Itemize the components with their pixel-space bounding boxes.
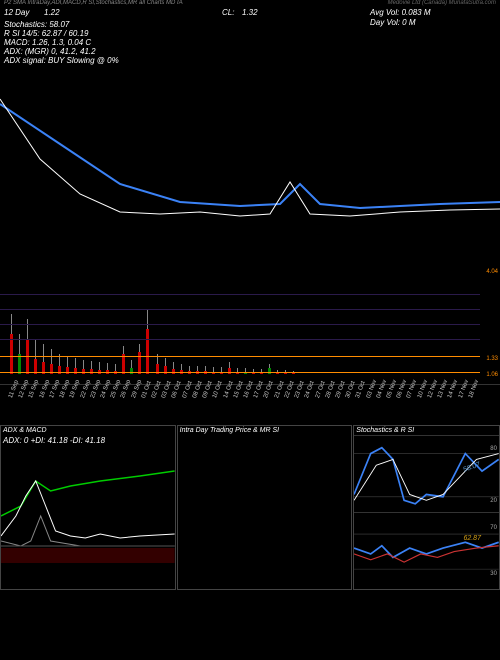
y-tick: 1.33 <box>486 356 498 362</box>
y-tick: 4.04 <box>486 269 498 275</box>
day-vol: Day Vol: 0 M <box>370 18 416 27</box>
stoch-title: Stochastics & R SI <box>354 426 499 435</box>
stoch-tick-80: 80 <box>490 446 497 452</box>
indicator-list: P2 SMA IntraDay,ADI,MACD,R SI,Stochastic… <box>4 0 183 6</box>
rsi-subpanel: 70 30 62.87 <box>354 512 499 589</box>
intraday-panel[interactable]: Intra Day Trading Price & MR SI <box>177 425 353 590</box>
adx-macd-panel[interactable]: ADX & MACD ADX: 0 +DI: 41.18 -DI: 41.18 <box>0 425 176 590</box>
watermark: Medovie Ltd (Canada) MunafaSutra.com <box>388 0 496 6</box>
adx-svg <box>1 446 175 566</box>
avg-vol: Avg Vol: 0.083 M <box>370 8 430 17</box>
date-axis: 11 Sep12 Sep15 Sep16 Sep17 Sep18 Sep19 S… <box>0 385 500 425</box>
stochastics-rsi-panel[interactable]: Stochastics & R SI 80 20 58.07 70 30 6 <box>353 425 500 590</box>
level-line-1 <box>0 356 480 357</box>
grid-4 <box>0 339 480 340</box>
price-lines-svg <box>0 64 500 264</box>
y-tick: 1.06 <box>486 372 498 378</box>
volume-candle-chart[interactable]: 4.04 1.33 1.06 <box>0 264 500 385</box>
candle <box>236 368 240 374</box>
adx-status: ADX: 0 +DI: 41.18 -DI: 41.18 <box>1 435 175 446</box>
rsi-tick-30: 30 <box>490 571 497 577</box>
rsi-tick-70: 70 <box>490 525 497 531</box>
grid-3 <box>0 324 480 325</box>
candle <box>10 314 14 374</box>
day-label: 12 Day <box>4 8 29 17</box>
main-price-chart[interactable] <box>0 64 500 264</box>
rsi-text: R SI 14/5: 62.87 / 60.19 <box>4 29 89 38</box>
macd-text: MACD: 1.26, 1.3, 0.04 C <box>4 38 91 47</box>
adx-gray <box>1 516 175 546</box>
stoch-tick-20: 20 <box>490 498 497 504</box>
rsi-value-label: 62.87 <box>463 535 481 542</box>
cl-label: CL: <box>222 8 234 17</box>
day-val: 1.22 <box>44 8 60 17</box>
price-white-line <box>0 99 500 216</box>
candle <box>26 319 30 374</box>
candle <box>42 344 46 374</box>
candle <box>50 349 54 374</box>
grid-1 <box>0 294 480 295</box>
grid-2 <box>0 309 480 310</box>
candle <box>58 354 62 374</box>
candle <box>156 354 160 374</box>
chart-header: P2 SMA IntraDay,ADI,MACD,R SI,Stochastic… <box>0 0 500 64</box>
stoch-subpanel: 80 20 58.07 <box>354 435 499 512</box>
candle <box>244 368 248 374</box>
cl-val: 1.32 <box>242 8 258 17</box>
macd-histogram <box>1 546 175 563</box>
stoch-text: Stochastics: 58.07 <box>4 20 69 29</box>
adx-title: ADX & MACD <box>1 426 175 435</box>
indicator-panels: ADX & MACD ADX: 0 +DI: 41.18 -DI: 41.18 … <box>0 425 500 590</box>
level-line-2 <box>0 372 480 373</box>
stoch-blue <box>354 448 499 504</box>
candle <box>18 334 22 374</box>
adx-white <box>1 481 175 538</box>
candle <box>138 344 142 374</box>
intra-title: Intra Day Trading Price & MR SI <box>178 426 352 435</box>
adx-text: ADX: (MGR) 0, 41.2, 41.2 <box>4 47 96 56</box>
candle <box>146 309 150 374</box>
ma-blue-line <box>0 104 500 208</box>
candle <box>122 346 126 374</box>
